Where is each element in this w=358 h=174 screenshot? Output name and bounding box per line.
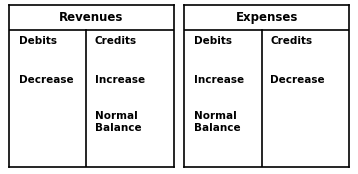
Text: Decrease: Decrease bbox=[270, 75, 325, 85]
Text: Increase: Increase bbox=[194, 75, 245, 85]
Text: Expenses: Expenses bbox=[236, 11, 298, 24]
Text: Increase: Increase bbox=[95, 75, 145, 85]
Text: Debits: Debits bbox=[19, 36, 57, 46]
Text: Credits: Credits bbox=[95, 36, 137, 46]
Text: Credits: Credits bbox=[270, 36, 312, 46]
Text: Normal
Balance: Normal Balance bbox=[194, 110, 241, 133]
Text: Revenues: Revenues bbox=[59, 11, 124, 24]
Text: Debits: Debits bbox=[194, 36, 232, 46]
Text: Decrease: Decrease bbox=[19, 75, 73, 85]
Text: Normal
Balance: Normal Balance bbox=[95, 110, 141, 133]
